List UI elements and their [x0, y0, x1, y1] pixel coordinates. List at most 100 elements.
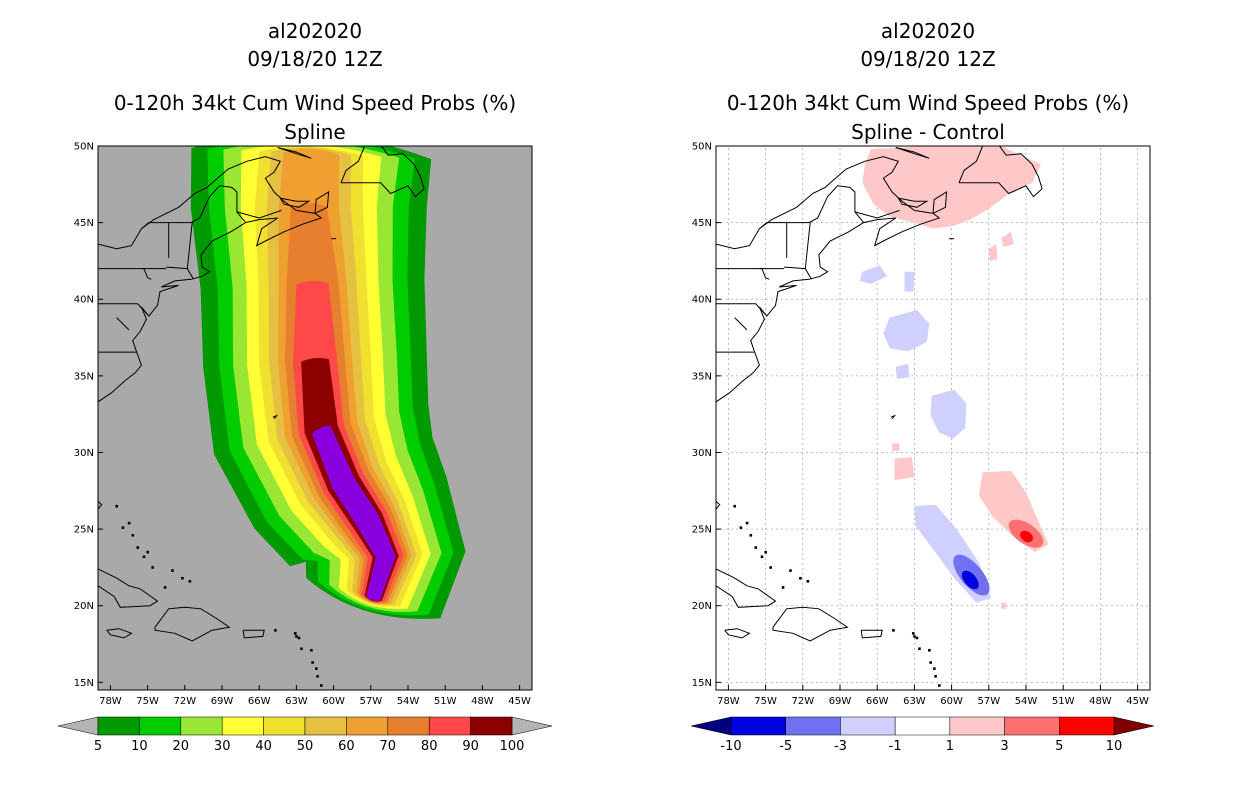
- x-tick-label: 54W: [397, 696, 420, 707]
- y-tick-label: 15N: [74, 678, 94, 689]
- state-border: [166, 266, 194, 280]
- island: [131, 534, 135, 537]
- colorbar-label: 60: [338, 739, 355, 754]
- coastline: [716, 156, 941, 403]
- right-subtitle: Spline - Control: [851, 120, 1005, 144]
- colorbar-swatch: [470, 716, 513, 736]
- diff-region-pos-3: [892, 443, 900, 451]
- right-date: 09/18/20 12Z: [860, 47, 995, 71]
- x-tick-label: 51W: [1052, 696, 1075, 707]
- island: [127, 521, 131, 525]
- island: [928, 648, 931, 652]
- coastline: [154, 606, 231, 642]
- diff-region-pos-north-small2: [988, 244, 998, 261]
- y-tick-label: 20N: [74, 601, 94, 612]
- island: [151, 566, 154, 569]
- right-title: 0-120h 34kt Cum Wind Speed Probs (%): [727, 91, 1129, 115]
- island: [739, 526, 743, 529]
- x-tick-label: 60W: [940, 696, 963, 707]
- colorbar-label: 1: [946, 739, 954, 754]
- colorbar-swatch: [387, 716, 430, 736]
- diff-pos-strong: [1020, 530, 1033, 543]
- x-tick-label: 72W: [791, 696, 814, 707]
- coastline: [98, 501, 103, 510]
- island: [293, 632, 297, 635]
- diff-neg-strong: [961, 570, 979, 590]
- island: [745, 521, 749, 525]
- y-tick-label: 20N: [692, 601, 712, 612]
- coastline: [340, 146, 425, 198]
- right-coastlines: [716, 146, 1043, 687]
- island: [297, 636, 301, 640]
- right-map: 78W 75W 72W 69W 66W 63W 60W 57W 54W 51W 48W 45W 15N 2…: [692, 142, 1151, 708]
- colorbar-high-arrow: [1113, 716, 1155, 736]
- colorbar-label: -1: [889, 739, 902, 754]
- island: [171, 569, 174, 572]
- right-axis-ticks: 78W 75W 72W 69W 66W 63W 60W 57W 54W 51W 48W 45W 15N 2…: [692, 142, 1149, 708]
- colorbar-swatch: [894, 716, 951, 736]
- x-tick-label: 72W: [173, 696, 196, 707]
- colorbar-swatch: [304, 716, 347, 736]
- state-border: [98, 303, 148, 315]
- y-tick-label: 45N: [692, 218, 712, 229]
- y-tick-label: 50N: [692, 142, 712, 153]
- island: [933, 667, 936, 670]
- colorbar-label: 70: [380, 739, 397, 754]
- left-axis-ticks: 78W 75W 72W 69W 66W 63W 60W 57W 54W 51W 48W 45W 15N 2…: [74, 142, 531, 708]
- colorbar-label: 100: [500, 739, 525, 754]
- colorbar-swatch: [139, 716, 182, 736]
- colorbar-swatch: [785, 716, 841, 736]
- island: [320, 684, 323, 687]
- y-tick-label: 15N: [692, 678, 712, 689]
- x-tick-label: 51W: [434, 696, 457, 707]
- diff-region-pos-north-small: [1001, 231, 1014, 248]
- probability-contours: [190, 146, 466, 619]
- y-tick-label: 40N: [74, 295, 94, 306]
- island: [311, 661, 314, 664]
- island: [136, 546, 140, 549]
- colorbar-swatch: [180, 716, 223, 736]
- colorbar-swatch: [1004, 716, 1060, 736]
- difference-contours: [859, 146, 1049, 609]
- right-map-frame: [715, 145, 1151, 691]
- colorbar-swatch: [346, 716, 389, 736]
- colorbar-low-arrow: [690, 716, 732, 736]
- right-gridlines: [716, 146, 1150, 690]
- island: [295, 635, 298, 638]
- colorbar-label: 10: [131, 739, 148, 754]
- island: [274, 629, 277, 632]
- island: [318, 709, 321, 712]
- left-map-frame: [97, 145, 533, 691]
- left-storm-id: al202020: [268, 19, 362, 43]
- island: [754, 546, 758, 549]
- colorbar-label: 10: [1106, 739, 1123, 754]
- x-tick-label: 63W: [285, 696, 308, 707]
- island: [300, 647, 303, 651]
- colorbar-swatch: [221, 716, 264, 736]
- y-tick-label: 30N: [692, 448, 712, 459]
- island: [315, 667, 318, 670]
- right-colorbar: -10 -5 -3 -1 1 3 5 10: [690, 716, 1155, 754]
- x-tick-label: 69W: [829, 696, 852, 707]
- x-tick-label: 57W: [359, 696, 382, 707]
- state-border: [186, 222, 193, 269]
- coastline: [724, 628, 751, 639]
- state-border: [98, 268, 152, 280]
- island: [918, 647, 921, 651]
- left-map: 78W 75W 72W 69W 66W 63W 60W 57W 54W 51W 48W 45W 15N 2…: [74, 142, 533, 712]
- coastline: [897, 197, 929, 208]
- left-subtitle: Spline: [284, 120, 345, 144]
- island: [769, 566, 772, 569]
- island: [799, 576, 802, 580]
- state-border: [854, 209, 900, 219]
- coastline: [277, 147, 312, 159]
- y-tick-label: 25N: [692, 525, 712, 536]
- colorbar-label: 80: [421, 739, 438, 754]
- colorbar-low-arrow: [57, 716, 99, 736]
- island: [188, 580, 192, 583]
- coastline: [890, 414, 897, 420]
- island: [121, 526, 125, 529]
- y-tick-label: 25N: [74, 525, 94, 536]
- island: [934, 675, 937, 678]
